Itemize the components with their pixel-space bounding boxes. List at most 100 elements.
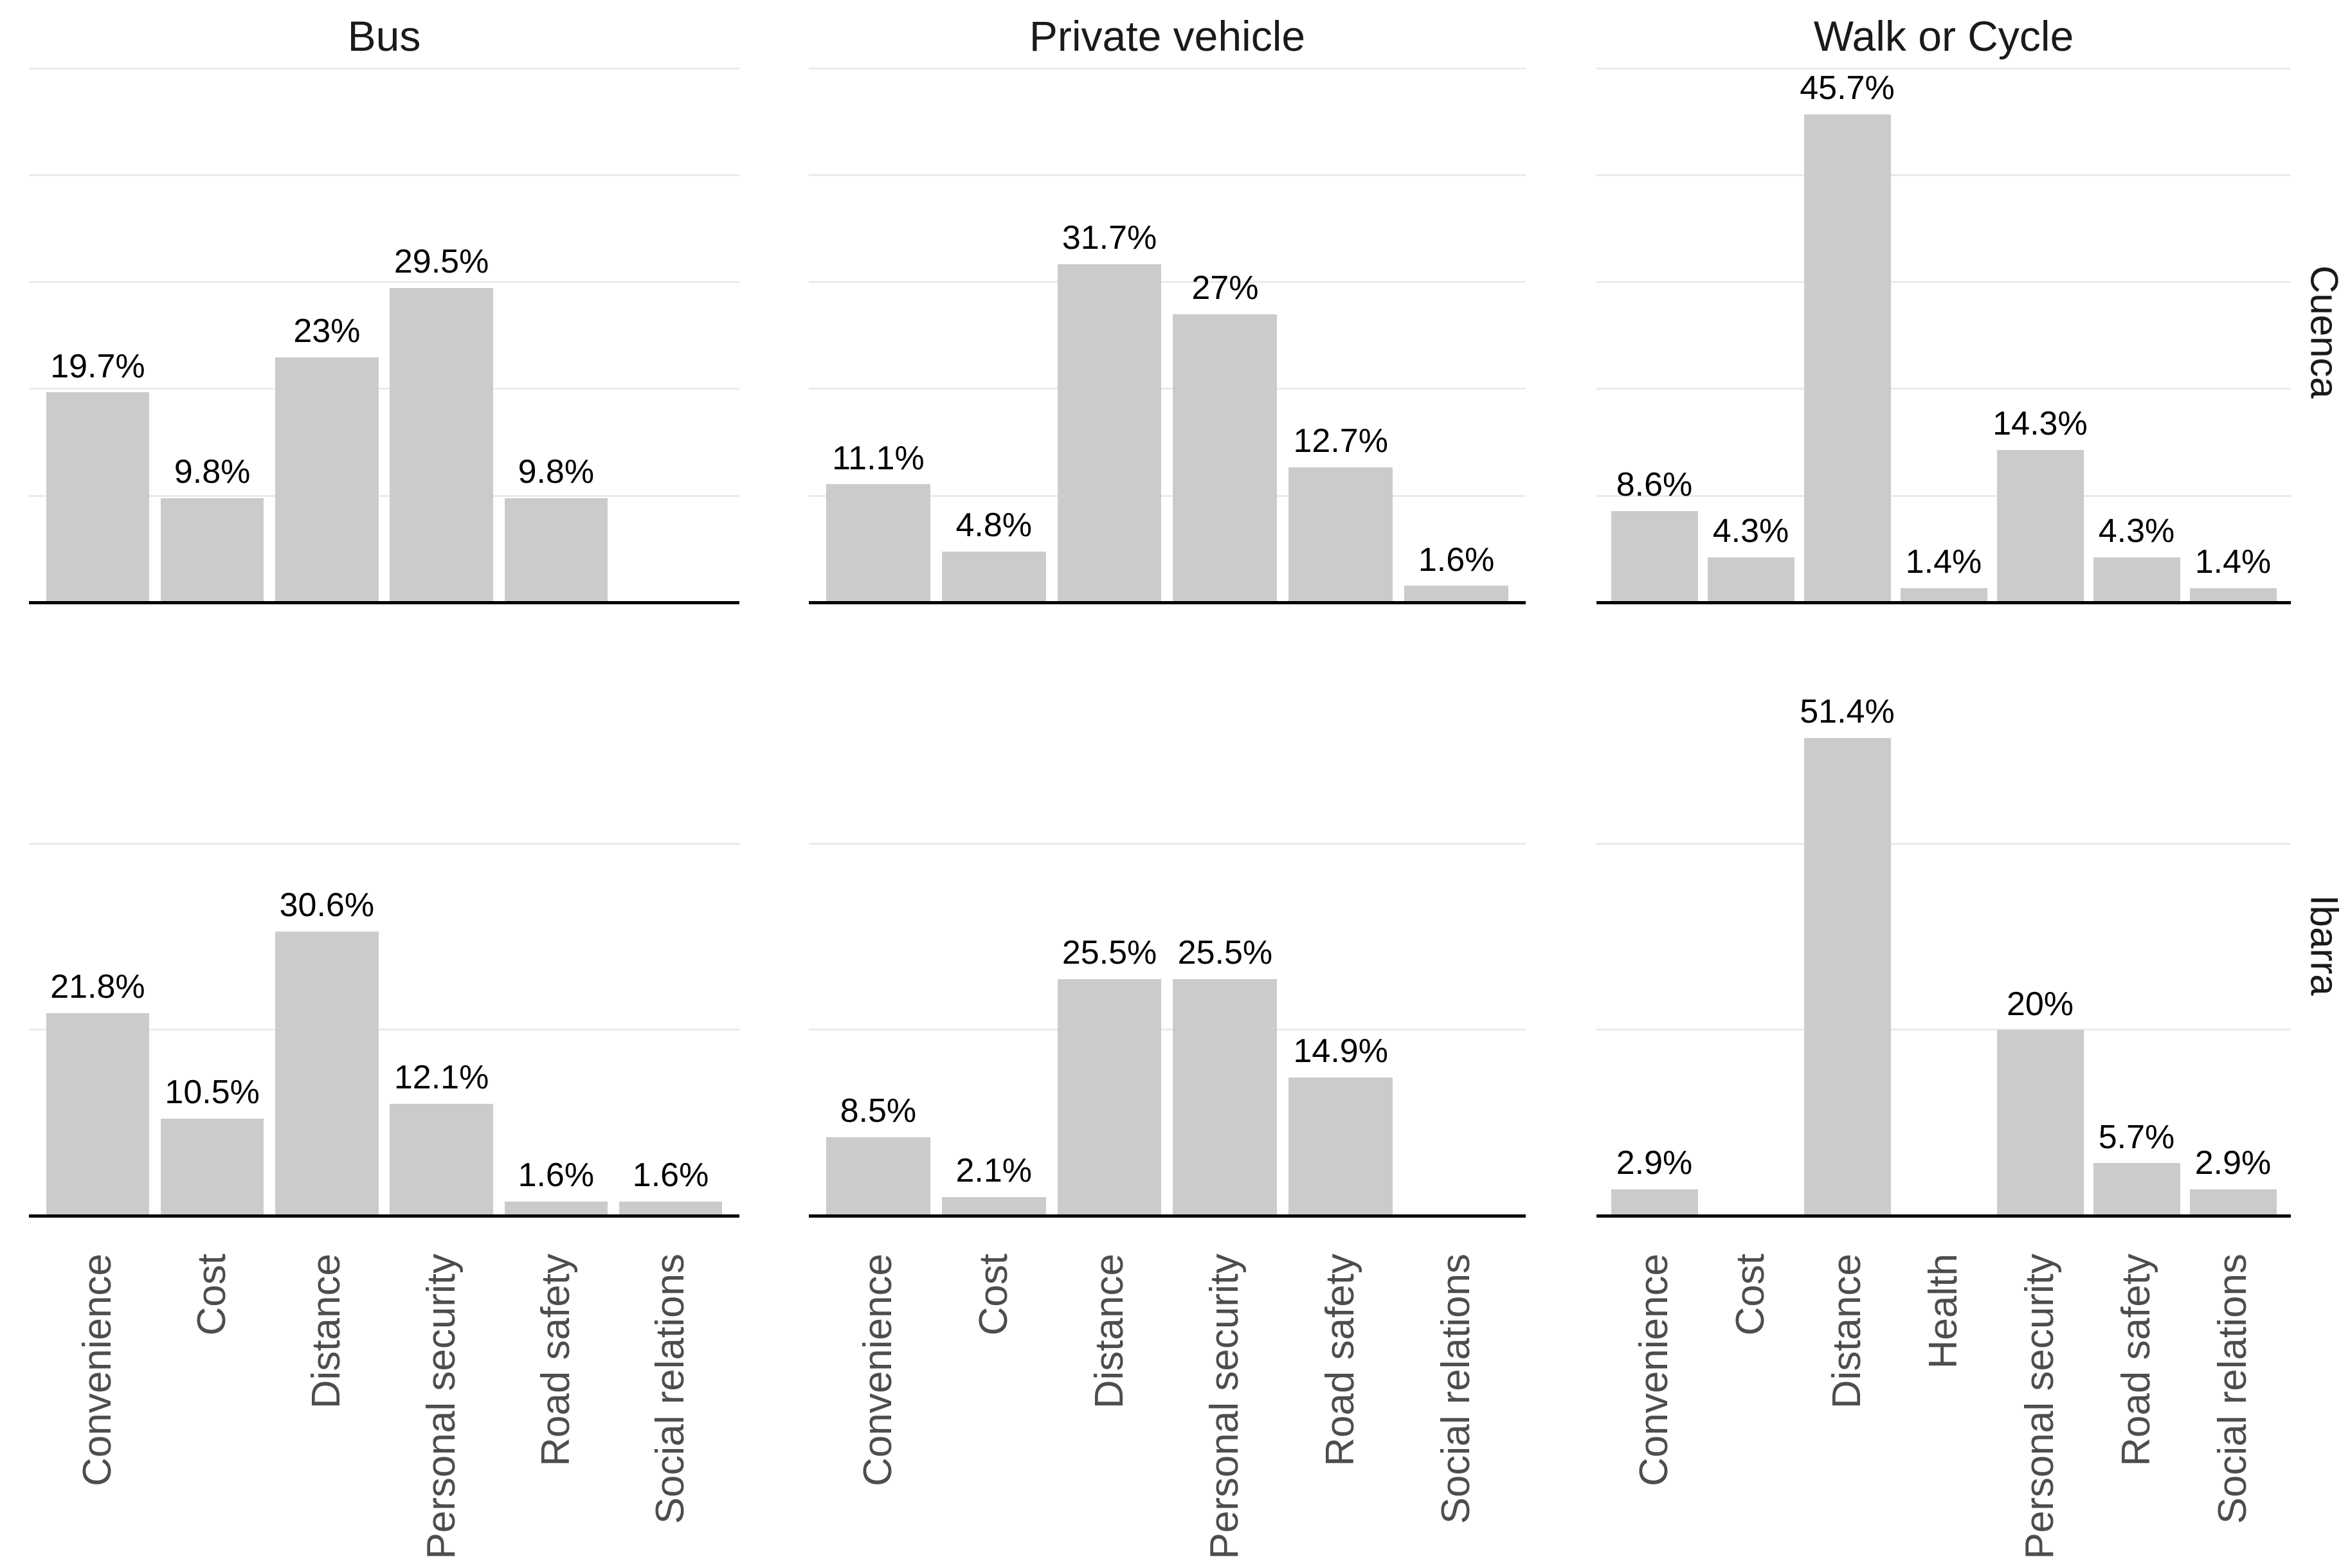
gridline-40pct: [809, 842, 1526, 845]
gridline-40pct: [29, 174, 739, 176]
bar-value-label: 10.5%: [165, 1074, 260, 1112]
bar-distance: [275, 357, 379, 603]
bar-value-label: 1.6%: [518, 1157, 595, 1194]
bar-value-label: 23%: [293, 312, 361, 350]
bar-health: [1900, 588, 1987, 603]
bar-value-label: 4.8%: [955, 507, 1032, 545]
bar-road-safety: [504, 498, 608, 603]
bar-distance: [275, 931, 379, 1216]
facet-title-bus: Bus: [347, 12, 421, 60]
x-axis-label-cost: Cost: [190, 1254, 235, 1336]
bar-value-label: 29.5%: [393, 242, 489, 280]
bar-value-label: 21.8%: [50, 968, 145, 1006]
bar-social-relations: [2189, 1189, 2277, 1216]
x-axis-label-road-safety: Road safety: [533, 1254, 578, 1466]
x-axis-label-personal-security: Personal security: [419, 1254, 464, 1560]
facet-strip-cuenca: Cuenca: [2302, 266, 2346, 399]
bar-social-relations: [1404, 586, 1508, 603]
bar-value-label: 1.6%: [1418, 541, 1495, 579]
x-axis-label-convenience: Convenience: [855, 1254, 900, 1486]
facet-title-private-vehicle: Private vehicle: [1029, 12, 1306, 60]
x-axis-label-personal-security: Personal security: [2018, 1254, 2062, 1560]
bar-road-safety: [1288, 467, 1393, 603]
bar-convenience: [46, 1013, 150, 1216]
panel-ibarra-walk-or-cycle: 2.9% 51.4% 20% 5.7% 2.9%: [1596, 674, 2291, 1218]
panel-ibarra-bus: 21.8% 10.5% 30.6% 12.1% 1.6% 1.6%: [29, 674, 739, 1218]
x-axis-label-social-relations: Social relations: [2210, 1254, 2255, 1524]
x-axis-label-cost: Cost: [1728, 1254, 1773, 1336]
gridline-50pct: [1596, 67, 2291, 69]
gridline-30pct: [1596, 281, 2291, 284]
x-axis-label-distance: Distance: [1825, 1254, 1869, 1409]
bar-value-label: 4.3%: [2098, 512, 2175, 550]
x-axis-label-convenience: Convenience: [1632, 1254, 1676, 1486]
x-axis-label-road-safety: Road safety: [1318, 1254, 1363, 1466]
bar-personal-security: [1173, 978, 1278, 1216]
bar-value-label: 9.8%: [518, 453, 595, 491]
bar-value-label: 27%: [1191, 269, 1259, 307]
bar-value-label: 8.6%: [1616, 466, 1693, 504]
bar-personal-security: [1996, 1030, 2084, 1216]
bar-value-label: 1.6%: [632, 1157, 709, 1194]
x-axis-line: [1596, 1214, 2291, 1218]
bar-value-label: 2.9%: [1616, 1144, 1693, 1182]
gridline-20pct: [1596, 1029, 2291, 1031]
bar-social-relations: [2189, 588, 2277, 603]
bar-value-label: 11.1%: [832, 439, 925, 477]
gridline-20pct: [809, 388, 1526, 390]
gridline-40pct: [1596, 174, 2291, 176]
gridline-40pct: [29, 842, 739, 845]
bar-value-label: 14.3%: [1993, 405, 2088, 443]
gridline-10pct: [29, 494, 739, 497]
x-axis-line: [809, 1214, 1526, 1218]
bar-value-label: 9.8%: [174, 453, 251, 491]
bar-convenience: [826, 484, 930, 603]
bar-cost: [1707, 557, 1794, 603]
gridline-50pct: [29, 67, 739, 69]
x-axis-label-distance: Distance: [1087, 1254, 1132, 1409]
bar-social-relations: [619, 1201, 723, 1216]
bar-convenience: [46, 392, 150, 603]
bar-convenience: [1611, 511, 1698, 603]
panel-cuenca-bus: 19.7% 9.8% 23% 29.5% 9.8%: [29, 61, 739, 604]
gridline-40pct: [1596, 842, 2291, 845]
bar-road-safety: [504, 1201, 608, 1216]
gridline-10pct: [809, 494, 1526, 497]
x-axis-label-road-safety: Road safety: [2114, 1254, 2158, 1466]
facet-title-walk-or-cycle: Walk or Cycle: [1813, 12, 2074, 60]
x-axis-label-distance: Distance: [304, 1254, 349, 1409]
bar-value-label: 25.5%: [1177, 933, 1273, 971]
bar-cost: [160, 498, 264, 603]
bar-value-label: 1.4%: [1905, 543, 1982, 581]
bar-value-label: 45.7%: [1800, 69, 1895, 107]
bar-value-label: 4.3%: [1712, 512, 1789, 550]
bar-value-label: 25.5%: [1062, 933, 1157, 971]
x-axis-line: [29, 1214, 739, 1218]
panel-cuenca-walk-or-cycle: 8.6% 4.3% 45.7% 1.4% 14.3% 4.3% 1.4%: [1596, 61, 2291, 604]
gridline-50pct: [809, 67, 1526, 69]
bar-road-safety: [2093, 1163, 2180, 1216]
x-axis-line: [1596, 601, 2291, 604]
bar-value-label: 12.7%: [1293, 422, 1388, 460]
bar-personal-security: [390, 287, 493, 603]
bar-value-label: 12.1%: [393, 1058, 489, 1096]
bar-distance: [1803, 114, 1891, 603]
panel-ibarra-private-vehicle: 8.5% 2.1% 25.5% 25.5% 14.9%: [809, 674, 1526, 1218]
gridline-30pct: [29, 281, 739, 284]
bar-convenience: [826, 1137, 930, 1216]
bar-road-safety: [1288, 1077, 1393, 1216]
bar-distance: [1057, 978, 1162, 1216]
bar-value-label: 2.9%: [2194, 1144, 2272, 1182]
bar-value-label: 30.6%: [279, 886, 375, 924]
bar-distance: [1057, 264, 1162, 603]
bar-cost: [941, 552, 1046, 603]
bar-personal-security: [1173, 314, 1278, 603]
gridline-30pct: [809, 281, 1526, 284]
bar-value-label: 8.5%: [840, 1092, 917, 1130]
panel-cuenca-private-vehicle: 11.1% 4.8% 31.7% 27% 12.7% 1.6%: [809, 61, 1526, 604]
gridline-10pct: [1596, 494, 2291, 497]
gridline-20pct: [29, 1029, 739, 1031]
bar-value-label: 51.4%: [1800, 692, 1895, 730]
bar-value-label: 20%: [2006, 985, 2074, 1023]
